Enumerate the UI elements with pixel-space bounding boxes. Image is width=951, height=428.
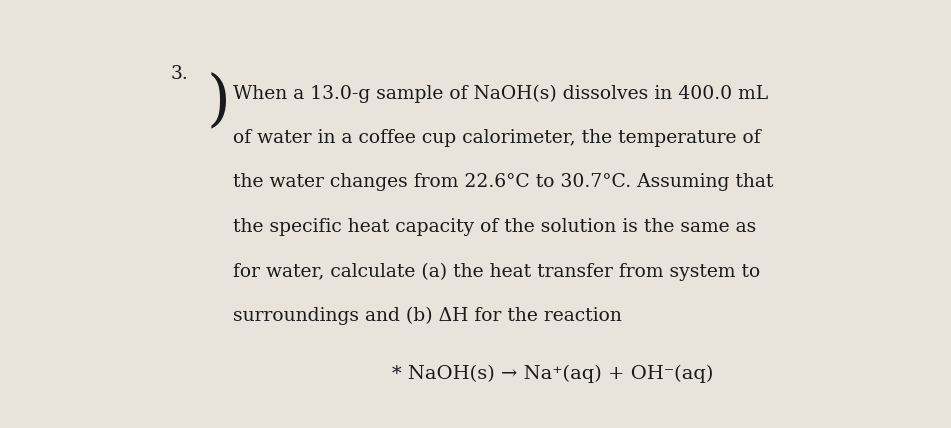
- Text: When a 13.0-g sample of NaOH(s) dissolves in 400.0 mL: When a 13.0-g sample of NaOH(s) dissolve…: [233, 84, 768, 103]
- Text: ): ): [206, 71, 230, 131]
- Text: for water, calculate (a) the heat transfer from system to: for water, calculate (a) the heat transf…: [233, 262, 761, 280]
- Text: of water in a coffee cup calorimeter, the temperature of: of water in a coffee cup calorimeter, th…: [233, 129, 761, 147]
- Text: the water changes from 22.6°C to 30.7°C. Assuming that: the water changes from 22.6°C to 30.7°C.…: [233, 173, 773, 191]
- Text: * NaOH(s) → Na⁺(aq) + OH⁻(aq): * NaOH(s) → Na⁺(aq) + OH⁻(aq): [392, 365, 713, 383]
- Text: 3.: 3.: [170, 65, 188, 83]
- Text: surroundings and (b) ΔH for the reaction: surroundings and (b) ΔH for the reaction: [233, 307, 622, 325]
- Text: the specific heat capacity of the solution is the same as: the specific heat capacity of the soluti…: [233, 218, 756, 236]
